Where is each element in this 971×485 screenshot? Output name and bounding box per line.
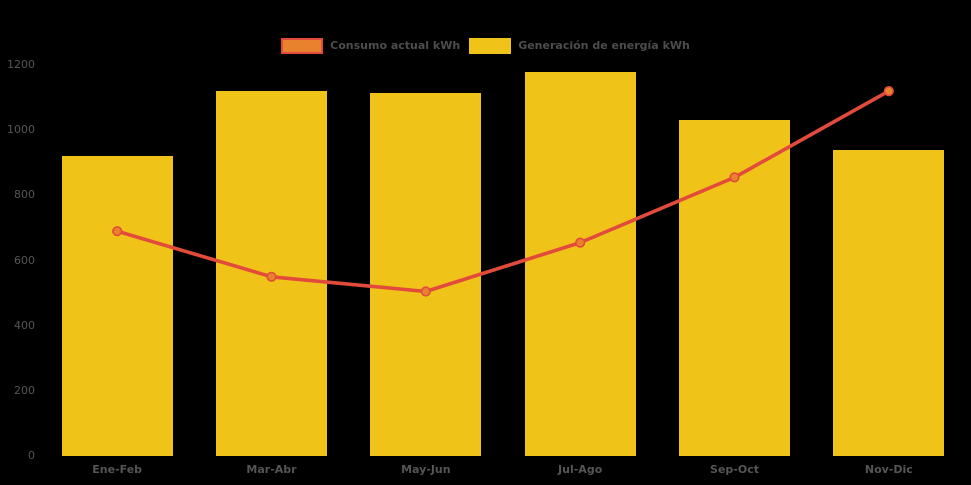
legend-swatch-bar-series xyxy=(469,38,512,54)
y-axis-label: 800 xyxy=(14,188,35,202)
bar-Nov-Dic[interactable] xyxy=(833,149,945,456)
legend-item-generacion-energia[interactable]: Generación de energía kWh xyxy=(469,38,690,54)
x-axis-label: Sep-Oct xyxy=(710,463,759,476)
x-axis-label: Mar-Abr xyxy=(246,463,297,476)
data-point-marker-Ene-Feb[interactable] xyxy=(112,226,123,237)
x-axis-label: Jul-Ago xyxy=(558,463,603,476)
y-axis-label: 1000 xyxy=(7,123,35,137)
x-axis-label: Ene-Feb xyxy=(92,463,143,476)
x-axis-label: May-Jun xyxy=(401,463,451,476)
data-point-marker-May-Jun[interactable] xyxy=(420,286,431,297)
data-point-marker-Sep-Oct[interactable] xyxy=(729,172,740,183)
x-axis-label: Nov-Dic xyxy=(864,463,913,476)
legend-swatch-line-series xyxy=(281,38,324,54)
legend-label-generacion-energia: Generación de energía kWh xyxy=(518,39,690,52)
y-axis-label: 400 xyxy=(14,318,35,332)
y-axis-label: 600 xyxy=(14,253,35,267)
bar-Sep-Oct[interactable] xyxy=(679,120,790,456)
y-axis-label: 1200 xyxy=(7,58,35,71)
y-axis-label: 200 xyxy=(14,383,35,397)
data-point-marker-Nov-Dic[interactable] xyxy=(883,85,894,97)
bar-May-Jun[interactable] xyxy=(370,92,482,456)
bar-Ene-Feb[interactable] xyxy=(61,156,173,456)
y-axis-label: 0 xyxy=(28,449,35,462)
data-point-marker-Jul-Ago[interactable] xyxy=(575,237,586,248)
chart-legend: Consumo actual kWh Generación de energía… xyxy=(0,38,971,54)
legend-item-consumo-actual[interactable]: Consumo actual kWh xyxy=(281,38,460,54)
data-point-marker-Mar-Abr[interactable] xyxy=(266,271,277,282)
legend-label-consumo-actual: Consumo actual kWh xyxy=(330,39,461,52)
bar-Jul-Ago[interactable] xyxy=(524,71,636,456)
